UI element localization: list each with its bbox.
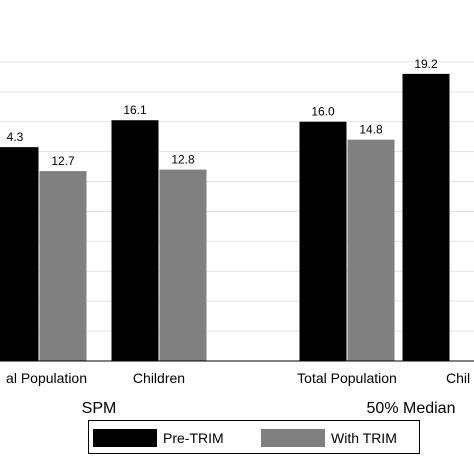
category-labels: al Population Children Total Population Chi… (6, 370, 470, 386)
category-label: Total Population (297, 370, 397, 386)
group-labels: SPM 50% Median (82, 400, 456, 417)
bar-value-label: 16.0 (311, 105, 335, 119)
bar-value-label: 12.7 (51, 154, 75, 168)
bar (111, 120, 159, 362)
legend-swatch-with-trim (261, 429, 325, 447)
bar (402, 73, 450, 361)
group-label: SPM (82, 400, 117, 417)
legend-label-pre-trim: Pre-TRIM (163, 430, 224, 446)
category-label: Children (133, 370, 185, 386)
category-label: al Population (6, 370, 87, 386)
bar (0, 147, 39, 361)
legend: Pre-TRIM With TRIM (88, 420, 420, 454)
legend-label-with-trim: With TRIM (331, 430, 397, 446)
bar-value-label: 19.2 (414, 57, 438, 71)
bars (0, 73, 450, 362)
value-labels: 4.3 16.1 16.0 19.2 12.7 12.8 14.8 (7, 57, 438, 168)
category-label: Chil (446, 370, 470, 386)
bar-value-label: 14.8 (359, 123, 383, 137)
bar (299, 121, 347, 362)
bar (347, 139, 395, 361)
bar-value-label: 16.1 (123, 103, 147, 117)
bar (159, 169, 207, 361)
bar-value-label: 4.3 (7, 130, 24, 144)
legend-item-pre-trim: Pre-TRIM (93, 429, 224, 447)
legend-item-with-trim: With TRIM (261, 429, 397, 447)
legend-swatch-pre-trim (93, 429, 157, 447)
bar-value-label: 12.8 (171, 153, 195, 167)
group-label: 50% Median (367, 400, 456, 417)
bar (39, 171, 87, 361)
